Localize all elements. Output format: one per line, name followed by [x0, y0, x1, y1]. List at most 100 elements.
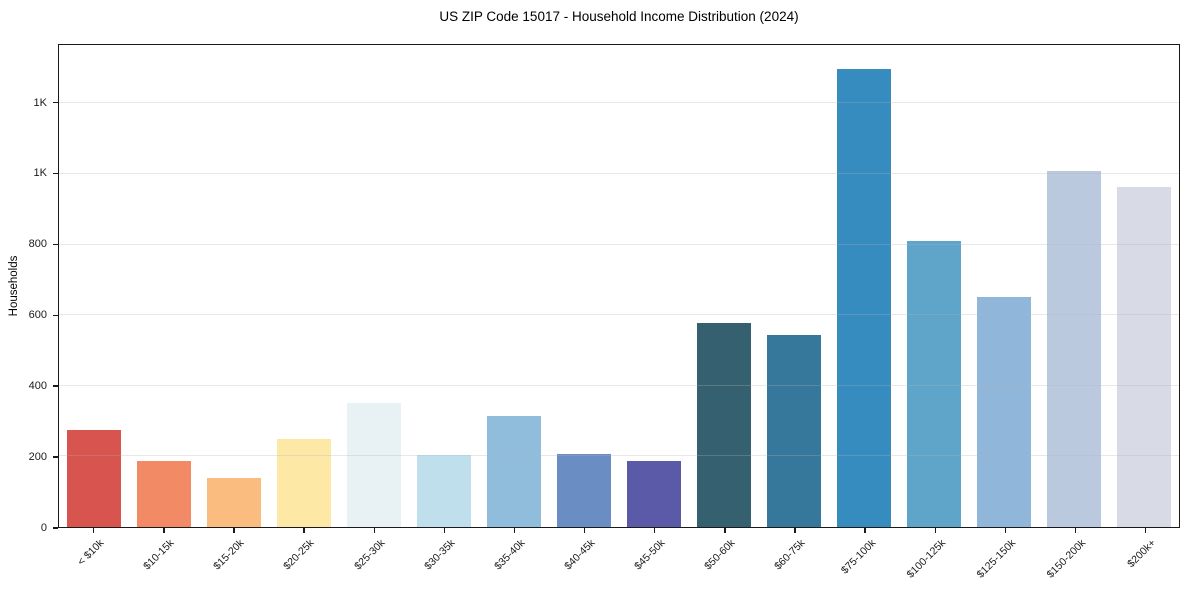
- x-tick-label: $60-75k: [772, 537, 808, 573]
- x-tick-label: $15-20k: [211, 537, 247, 573]
- y-tick-mark: [53, 456, 58, 458]
- bars: [59, 45, 1179, 527]
- bar-$45-50k: [627, 461, 681, 527]
- x-tick-mark: [583, 528, 586, 533]
- bar-$50-60k: [697, 322, 751, 527]
- x-tick-mark: [724, 528, 726, 533]
- x-slot: $75-100k: [829, 528, 899, 590]
- y-tick-label: 400: [28, 380, 47, 393]
- bar-slot: [759, 45, 829, 527]
- x-slot: $125-150k: [970, 528, 1040, 590]
- plot-area: [58, 44, 1180, 528]
- x-tick-label: $10-15k: [141, 537, 177, 573]
- x-tick-label: $30-35k: [421, 537, 458, 573]
- y-axis: 0 200 400 600 800 1K 1K: [0, 44, 58, 534]
- x-slot: $50-60k: [689, 528, 759, 590]
- bar-$20-25k: [277, 438, 331, 527]
- bar-$15-20k: [207, 477, 261, 527]
- bar-slot: [339, 45, 409, 527]
- y-tick-label: 600: [28, 309, 47, 322]
- bar-slot: [479, 45, 549, 527]
- y-tick-mark: [53, 101, 58, 104]
- x-slot: $100-125k: [900, 528, 970, 590]
- x-slot: $45-50k: [619, 528, 689, 590]
- bar-slot: [269, 45, 339, 527]
- x-tick-mark: [163, 528, 165, 533]
- bar-slot: [1039, 45, 1109, 527]
- x-tick-mark: [794, 528, 796, 533]
- bar-$35-40k: [487, 416, 541, 527]
- x-tick-mark: [1004, 528, 1007, 533]
- y-tick-mark: [53, 172, 58, 175]
- bar-slot: [969, 45, 1039, 527]
- bar-$200k+: [1117, 186, 1171, 527]
- bar-slot: [549, 45, 619, 527]
- bar-$125-150k: [977, 297, 1031, 527]
- x-tick-label: < $10k: [75, 537, 107, 568]
- x-tick-mark: [443, 528, 446, 533]
- bar-$150-200k: [1047, 171, 1101, 527]
- bar-$25-30k: [347, 403, 401, 527]
- bar-$10-15k: [137, 460, 191, 527]
- x-tick-label: $100-125k: [904, 537, 949, 581]
- x-tick-mark: [303, 528, 305, 533]
- bar-slot: [59, 45, 129, 527]
- bar-slot: [1109, 45, 1179, 527]
- y-tick-mark: [53, 314, 58, 316]
- bar-slot: [689, 45, 759, 527]
- x-slot: $30-35k: [409, 528, 479, 590]
- x-tick-label: $20-25k: [281, 537, 317, 573]
- x-tick-label: $45-50k: [632, 537, 668, 573]
- x-tick-mark: [1144, 528, 1147, 533]
- x-tick-mark: [654, 528, 656, 533]
- x-slot: $40-45k: [549, 528, 619, 590]
- x-tick-mark: [1074, 528, 1077, 533]
- x-slot: $15-20k: [198, 528, 268, 590]
- x-tick-mark: [513, 528, 516, 533]
- x-slot: $20-25k: [268, 528, 338, 590]
- y-tick-mark: [53, 527, 58, 529]
- x-slot: $200k+: [1110, 528, 1180, 590]
- x-tick-label: $125-150k: [974, 537, 1019, 581]
- x-tick-label: $150-200k: [1044, 537, 1089, 581]
- x-tick-mark: [93, 528, 95, 533]
- x-tick-mark: [934, 528, 936, 533]
- bar-$100-125k: [907, 240, 961, 527]
- y-tick-label: 200: [28, 451, 47, 464]
- bar-$60-75k: [767, 334, 821, 527]
- bar-slot: [829, 45, 899, 527]
- bar-< $10k: [67, 429, 121, 527]
- bar-slot: [129, 45, 199, 527]
- bar-$30-35k: [417, 454, 471, 527]
- y-tick-label: 800: [28, 238, 47, 251]
- x-tick-label: $25-30k: [351, 537, 388, 573]
- x-tick-mark: [373, 528, 375, 533]
- y-tick-label: 1K: [33, 167, 47, 180]
- bar-slot: [899, 45, 969, 527]
- bar-slot: [619, 45, 689, 527]
- x-axis: < $10k $10-15k $15-20k $20-25k $25-30k $30-35…: [58, 528, 1180, 590]
- x-tick-mark: [233, 528, 235, 533]
- y-tick-mark: [53, 243, 58, 246]
- x-slot: $10-15k: [128, 528, 198, 590]
- x-tick-label: $40-45k: [562, 537, 598, 573]
- x-slot: $150-200k: [1040, 528, 1110, 590]
- bar-slot: [409, 45, 479, 527]
- x-tick-mark: [864, 528, 866, 533]
- x-slot: $60-75k: [759, 528, 829, 590]
- x-slot: < $10k: [58, 528, 128, 590]
- bar-$75-100k: [837, 68, 891, 527]
- x-tick-label: $75-100k: [838, 537, 878, 577]
- x-slot: $35-40k: [479, 528, 549, 590]
- x-tick-label: $200k+: [1125, 537, 1159, 571]
- y-tick-label: 0: [40, 522, 47, 534]
- y-tick-mark: [53, 385, 58, 387]
- chart-title: US ZIP Code 15017 - Household Income Dis…: [439, 9, 799, 24]
- x-tick-label: $35-40k: [491, 537, 528, 573]
- x-tick-label: $50-60k: [702, 537, 738, 573]
- y-tick-label: 1K: [33, 96, 47, 109]
- bar-$40-45k: [557, 453, 611, 527]
- x-slot: $25-30k: [339, 528, 409, 590]
- bar-slot: [199, 45, 269, 527]
